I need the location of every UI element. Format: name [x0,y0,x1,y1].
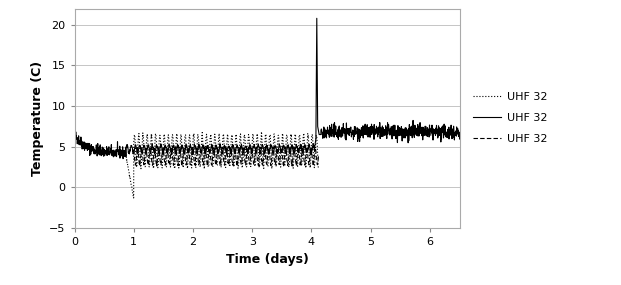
UHF 32 [140,134,147,137]
UHF 32 [313,17,320,20]
UHF 32 [301,163,309,167]
UHF 32 [251,164,258,168]
X-axis label: Time (days): Time (days) [225,253,309,266]
UHF 32 [337,136,345,139]
Line: UHF 32: UHF 32 [134,147,319,166]
UHF 32 [235,147,243,151]
UHF 32 [457,126,465,129]
UHF 32 [376,128,384,132]
UHF 32 [157,162,165,165]
UHF 32 [258,130,265,133]
UHF 32 [255,164,263,168]
UHF 32 [279,163,287,166]
UHF 32 [243,147,250,151]
UHF 32 [147,147,154,150]
UHF 32 [211,146,218,150]
Line: UHF 32: UHF 32 [126,132,319,198]
UHF 32 [151,154,158,158]
UHF 32 [173,150,180,154]
Legend: UHF 32, UHF 32, UHF 32: UHF 32, UHF 32, UHF 32 [469,88,551,149]
UHF 32 [130,196,137,200]
UHF 32 [119,157,127,160]
UHF 32 [315,155,322,158]
UHF 32 [286,148,294,151]
UHF 32 [212,145,219,148]
UHF 32 [71,133,78,136]
UHF 32 [270,145,277,148]
UHF 32 [250,162,257,165]
UHF 32 [445,130,453,133]
UHF 32 [122,155,130,159]
UHF 32 [310,164,317,168]
Y-axis label: Temperature (C): Temperature (C) [30,61,43,176]
UHF 32 [315,166,322,170]
UHF 32 [130,148,137,152]
Line: UHF 32: UHF 32 [75,18,461,159]
